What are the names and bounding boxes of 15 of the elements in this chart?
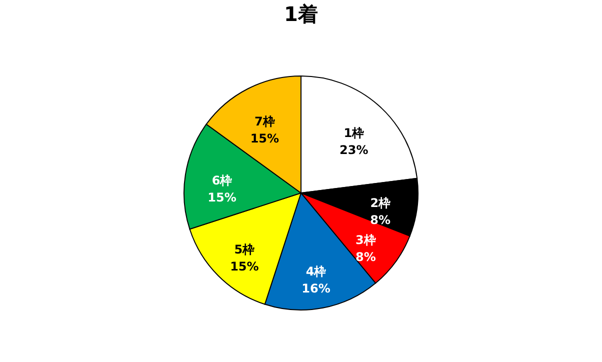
- slice-label: 2枠: [370, 196, 391, 210]
- slice-label: 6枠: [212, 173, 232, 188]
- data-label: 16%: [302, 282, 330, 296]
- data-label: 8%: [370, 213, 391, 228]
- chart-title: 1着: [284, 2, 318, 26]
- slice-label: 3枠: [356, 233, 376, 248]
- data-label: 15%: [250, 132, 280, 146]
- data-label: 23%: [340, 142, 368, 157]
- slice-label: 1枠: [344, 126, 364, 140]
- data-label: 15%: [208, 190, 236, 204]
- data-label: 15%: [230, 260, 259, 274]
- slice-label: 7枠: [254, 114, 275, 129]
- slice-label: 5枠: [234, 242, 255, 257]
- slice-label: 4枠: [306, 264, 326, 279]
- data-label: 8%: [356, 250, 376, 264]
